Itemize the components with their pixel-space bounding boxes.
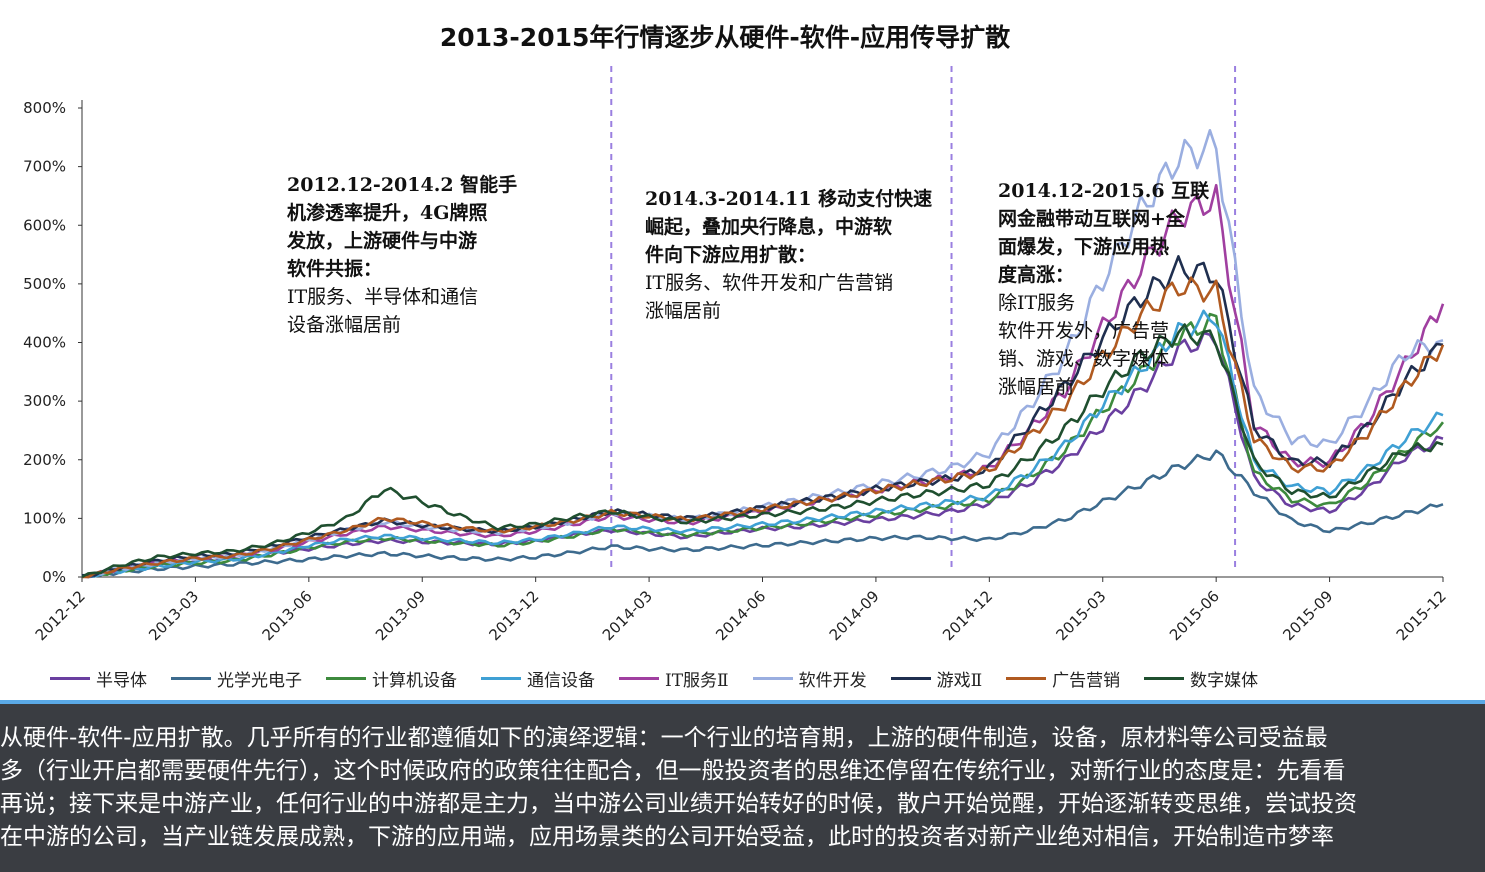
y-tick-label: 100% — [23, 509, 66, 527]
x-tick-label: 2014-03 — [599, 587, 656, 644]
x-tick-label: 2012-12 — [32, 587, 89, 644]
subtitle-text: 从硬件-软件-应用扩散。几乎所有的行业都遵循如下的演绎逻辑：一个行业的培育期，上… — [0, 725, 1357, 850]
legend-label: 游戏Ⅱ — [936, 670, 983, 691]
annotation-1-head: 2012.12-2014.2 智能手 机渗透率提升，4G牌照 发放，上游硬件与中… — [287, 174, 518, 280]
legend-swatch — [890, 676, 931, 680]
legend-swatch — [619, 676, 659, 680]
x-tick-label: 2015-12 — [1393, 587, 1450, 644]
series-line-4 — [81, 309, 1444, 578]
line-chart: 0% 100% 200% 300% 400% 500% 600% 700% 800% 2012-1… — [23, 66, 1450, 644]
legend-item-8: 广告营销 — [1006, 666, 1120, 691]
legend-label: 通信设备 — [527, 670, 595, 691]
y-tick-label: 500% — [23, 275, 66, 293]
legend-swatch — [481, 676, 521, 680]
x-tick-label: 2014-06 — [712, 587, 769, 644]
annotation-1-body: IT服务、半导体和通信 设备涨幅居前 — [287, 286, 479, 336]
legend: 半导体 光学光电子 计算机设备 通信设备 IT服务Ⅱ 软件开发 游戏Ⅱ 广告营销 数字媒体 — [50, 664, 1470, 692]
y-tick-label: 300% — [23, 392, 66, 410]
y-tick-label: 400% — [23, 334, 66, 352]
legend-item-2: 光学光电子 — [171, 666, 302, 691]
legend-item-7: 游戏Ⅱ — [890, 666, 983, 691]
caption-divider — [0, 700, 1485, 704]
legend-label: 光学光电子 — [217, 670, 302, 691]
series-line-2 — [81, 449, 1444, 579]
annotation-2-body: IT服务、软件开发和广告营销 涨幅居前 — [645, 272, 894, 322]
legend-swatch — [171, 676, 211, 680]
annotation-3-body: 除IT服务 软件开发外，广告营 销、游戏、数字媒体 涨幅居前 — [998, 292, 1170, 398]
y-tick-label: 800% — [23, 99, 66, 117]
legend-item-4: 通信设备 — [481, 666, 595, 691]
y-tick-label: 700% — [23, 158, 66, 176]
legend-swatch — [1006, 676, 1047, 680]
legend-item-1: 半导体 — [50, 666, 147, 691]
y-tick-label: 200% — [23, 451, 66, 469]
annotation-2-head: 2014.3-2014.11 移动支付快速 崛起，叠加央行降息，中游软 件向下游… — [645, 188, 933, 266]
legend-swatch — [50, 676, 90, 680]
x-tick-label: 2013-03 — [145, 587, 202, 644]
x-tick-label: 2015-09 — [1279, 587, 1336, 644]
legend-label: 计算机设备 — [372, 670, 457, 691]
series-line-9 — [81, 323, 1444, 579]
legend-label: 广告营销 — [1052, 670, 1121, 691]
annotation-3: 2014.12-2015.6 互联 网金融带动互联网+全 面爆发，下游应用热 度… — [998, 149, 1228, 401]
x-tick-label: 2014-09 — [826, 587, 883, 644]
annotation-2: 2014.3-2014.11 移动支付快速 崛起，叠加央行降息，中游软 件向下游… — [645, 157, 965, 325]
x-tick-label: 2015-03 — [1053, 587, 1110, 644]
legend-swatch — [1144, 676, 1185, 680]
legend-label: 软件开发 — [798, 670, 867, 691]
x-tick-label: 2015-06 — [1166, 587, 1223, 644]
legend-label: 数字媒体 — [1190, 670, 1259, 691]
subtitle-bar — [0, 704, 1485, 872]
legend-label: IT服务Ⅱ — [665, 670, 729, 691]
y-tick-label: 0% — [42, 568, 66, 586]
x-tick-label: 2013-09 — [372, 587, 429, 644]
legend-item-6: 软件开发 — [752, 666, 867, 691]
x-tick-label: 2014-12 — [939, 587, 996, 644]
legend-item-3: 计算机设备 — [326, 666, 457, 691]
y-tick-label: 600% — [23, 216, 66, 234]
x-tick-label: 2013-06 — [259, 587, 316, 644]
legend-swatch — [326, 676, 366, 680]
series-line-3 — [81, 312, 1445, 579]
annotation-1: 2012.12-2014.2 智能手 机渗透率提升，4G牌照 发放，上游硬件与中… — [287, 143, 557, 339]
chart-title: 2013-2015年行情逐步从硬件-软件-应用传导扩散 — [439, 23, 1011, 52]
x-tick-label: 2013-12 — [485, 587, 542, 644]
annotation-3-head: 2014.12-2015.6 互联 网金融带动互联网+全 面爆发，下游应用热 度… — [998, 180, 1210, 286]
legend-swatch — [752, 676, 793, 680]
chart-area: 2013-2015年行情逐步从硬件-软件-应用传导扩散 0% 100% 200% 30… — [23, 23, 1470, 692]
legend-label: 半导体 — [96, 670, 147, 691]
legend-item-9: 数字媒体 — [1144, 666, 1258, 691]
legend-item-5: IT服务Ⅱ — [619, 666, 729, 691]
